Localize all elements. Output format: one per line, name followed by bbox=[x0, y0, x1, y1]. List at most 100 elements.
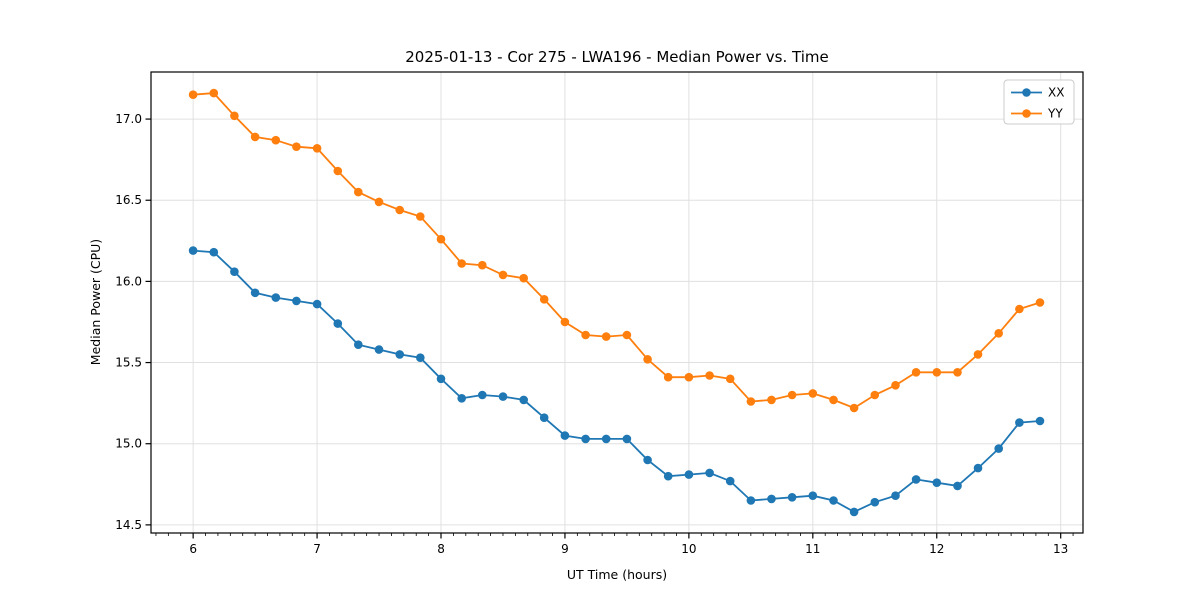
data-point-xx bbox=[891, 491, 900, 501]
x-tick-label: 12 bbox=[929, 542, 944, 556]
data-point-yy bbox=[705, 371, 714, 380]
x-tick-label: 9 bbox=[561, 542, 569, 556]
legend-label-xx: XX bbox=[1048, 86, 1064, 100]
data-point-xx bbox=[767, 494, 776, 504]
y-tick-label: 17.0 bbox=[115, 112, 142, 126]
data-point-yy bbox=[932, 368, 942, 377]
data-point-xx bbox=[209, 247, 219, 257]
data-point-yy bbox=[746, 397, 756, 406]
data-point-yy bbox=[478, 260, 487, 270]
data-point-yy bbox=[725, 374, 735, 384]
data-point-yy bbox=[808, 389, 818, 398]
data-point-xx bbox=[746, 496, 756, 505]
data-point-xx bbox=[808, 491, 818, 501]
data-point-yy bbox=[539, 295, 549, 304]
data-point-xx bbox=[1035, 416, 1045, 426]
plot-area: 6 7 8 9 10 11 12 13 14.5 15.0 15.5 16.0 16.5 17.0 XX YY bbox=[115, 71, 1084, 556]
y-tick-label: 14.5 bbox=[115, 518, 142, 532]
data-point-yy bbox=[416, 212, 425, 221]
data-point-xx bbox=[416, 353, 425, 363]
data-point-yy bbox=[560, 317, 570, 327]
data-point-xx bbox=[953, 481, 962, 491]
data-point-yy bbox=[767, 395, 776, 405]
data-point-yy bbox=[684, 372, 694, 382]
data-point-yy bbox=[601, 332, 611, 341]
data-point-xx bbox=[271, 293, 281, 302]
data-point-xx bbox=[973, 463, 983, 473]
series-line-xx bbox=[193, 249, 1041, 513]
data-point-yy bbox=[436, 234, 446, 244]
legend-marker-xx bbox=[1022, 88, 1031, 97]
data-point-xx bbox=[725, 476, 735, 486]
data-point-yy bbox=[519, 273, 528, 283]
y-tick-label: 15.5 bbox=[115, 356, 142, 370]
series-line-yy bbox=[193, 92, 1041, 410]
data-point-yy bbox=[271, 135, 281, 145]
x-tick-label: 6 bbox=[189, 542, 197, 556]
data-point-yy bbox=[312, 144, 322, 153]
x-axis-label: UT Time (hours) bbox=[567, 567, 667, 582]
data-point-xx bbox=[932, 478, 942, 488]
data-point-yy bbox=[188, 90, 198, 99]
data-point-yy bbox=[787, 390, 797, 400]
data-point-yy bbox=[953, 368, 962, 377]
data-point-xx bbox=[457, 394, 467, 403]
data-point-xx bbox=[829, 496, 838, 505]
data-point-xx bbox=[333, 319, 343, 328]
data-point-xx bbox=[312, 299, 322, 309]
data-point-yy bbox=[994, 329, 1003, 338]
data-point-yy bbox=[292, 142, 301, 151]
data-point-yy bbox=[395, 205, 405, 215]
data-point-xx bbox=[601, 434, 611, 444]
y-axis-label: Median Power (CPU) bbox=[88, 239, 103, 365]
data-point-xx bbox=[230, 267, 239, 277]
data-point-yy bbox=[829, 395, 838, 405]
data-point-yy bbox=[209, 88, 219, 98]
legend-label-yy: YY bbox=[1047, 107, 1063, 121]
data-point-xx bbox=[498, 392, 508, 401]
y-tick-label: 16.5 bbox=[115, 193, 142, 207]
x-tick-label: 8 bbox=[437, 542, 445, 556]
x-tick-label: 13 bbox=[1053, 542, 1068, 556]
data-point-yy bbox=[230, 111, 239, 121]
data-point-xx bbox=[395, 350, 405, 359]
data-point-xx bbox=[560, 431, 570, 440]
data-point-yy bbox=[581, 330, 590, 340]
data-point-yy bbox=[498, 270, 508, 280]
data-point-yy bbox=[663, 372, 673, 382]
data-point-xx bbox=[994, 444, 1003, 453]
data-point-xx bbox=[787, 493, 797, 502]
y-tick-label: 15.0 bbox=[115, 437, 142, 451]
data-point-yy bbox=[643, 355, 652, 364]
data-point-yy bbox=[891, 381, 900, 390]
chart-title: 2025-01-13 - Cor 275 - LWA196 - Median P… bbox=[405, 48, 829, 66]
data-point-yy bbox=[354, 187, 363, 197]
data-point-xx bbox=[849, 507, 859, 517]
data-point-xx bbox=[581, 434, 590, 444]
data-point-xx bbox=[478, 390, 487, 400]
data-point-xx bbox=[870, 497, 880, 507]
data-point-yy bbox=[870, 390, 880, 400]
data-point-xx bbox=[663, 471, 673, 481]
data-point-yy bbox=[457, 259, 467, 268]
data-point-xx bbox=[354, 340, 363, 350]
x-tick-label: 10 bbox=[681, 542, 696, 556]
data-point-xx bbox=[684, 470, 694, 479]
data-point-xx bbox=[1015, 418, 1024, 427]
data-point-xx bbox=[539, 413, 549, 423]
data-point-xx bbox=[705, 468, 714, 478]
y-tick-label: 16.0 bbox=[115, 274, 142, 288]
data-point-yy bbox=[333, 166, 343, 176]
data-point-yy bbox=[374, 197, 384, 207]
data-point-xx bbox=[188, 246, 198, 255]
data-point-yy bbox=[849, 403, 859, 413]
data-point-xx bbox=[374, 345, 384, 354]
x-tick-label: 7 bbox=[313, 542, 321, 556]
data-point-xx bbox=[292, 296, 301, 306]
data-point-yy bbox=[622, 330, 632, 340]
data-point-xx bbox=[436, 374, 446, 384]
x-tick-label: 11 bbox=[805, 542, 820, 556]
data-point-yy bbox=[1035, 298, 1045, 307]
